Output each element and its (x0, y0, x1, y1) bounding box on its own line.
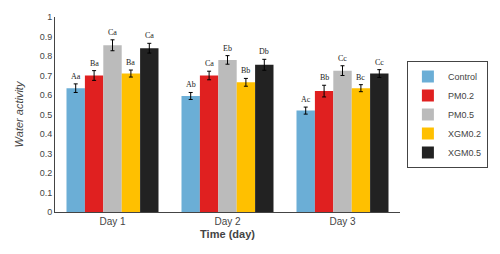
svg-text:Ca: Ca (205, 59, 214, 68)
svg-text:Eb: Eb (223, 44, 232, 53)
svg-text:Ac: Ac (301, 95, 311, 104)
svg-text:1: 1 (47, 12, 52, 22)
svg-text:Ca: Ca (145, 31, 154, 40)
svg-text:Ba: Ba (126, 58, 135, 67)
svg-text:Day 3: Day 3 (329, 216, 356, 227)
svg-text:0.5: 0.5 (40, 110, 53, 120)
svg-text:0.4: 0.4 (40, 129, 53, 139)
svg-text:Control: Control (448, 72, 477, 82)
svg-text:Day 1: Day 1 (99, 216, 126, 227)
svg-text:0.8: 0.8 (40, 51, 53, 61)
svg-text:0: 0 (47, 207, 52, 217)
svg-text:0.6: 0.6 (40, 90, 53, 100)
svg-text:0.2: 0.2 (40, 168, 53, 178)
svg-text:0.7: 0.7 (40, 71, 53, 81)
svg-text:XGM0.5: XGM0.5 (448, 148, 481, 158)
svg-text:Bb: Bb (241, 66, 250, 75)
svg-text:Cc: Cc (375, 58, 384, 67)
svg-text:Ab: Ab (186, 80, 196, 89)
svg-text:Time (day): Time (day) (200, 228, 255, 240)
svg-text:0.1: 0.1 (40, 188, 53, 198)
svg-text:PM0.2: PM0.2 (448, 91, 474, 101)
svg-text:PM0.5: PM0.5 (448, 110, 474, 120)
svg-text:XGM0.2: XGM0.2 (448, 129, 481, 139)
svg-text:Cc: Cc (338, 54, 347, 63)
svg-text:Bb: Bb (320, 73, 329, 82)
svg-text:0.3: 0.3 (40, 149, 53, 159)
svg-text:Bc: Bc (356, 73, 365, 82)
svg-text:0.9: 0.9 (40, 32, 53, 42)
svg-text:Aa: Aa (71, 72, 81, 81)
svg-text:Ba: Ba (90, 59, 99, 68)
svg-text:Ca: Ca (108, 28, 117, 37)
svg-text:Db: Db (259, 47, 269, 56)
svg-text:Day 2: Day 2 (214, 216, 241, 227)
svg-text:Water activity: Water activity (13, 80, 25, 147)
